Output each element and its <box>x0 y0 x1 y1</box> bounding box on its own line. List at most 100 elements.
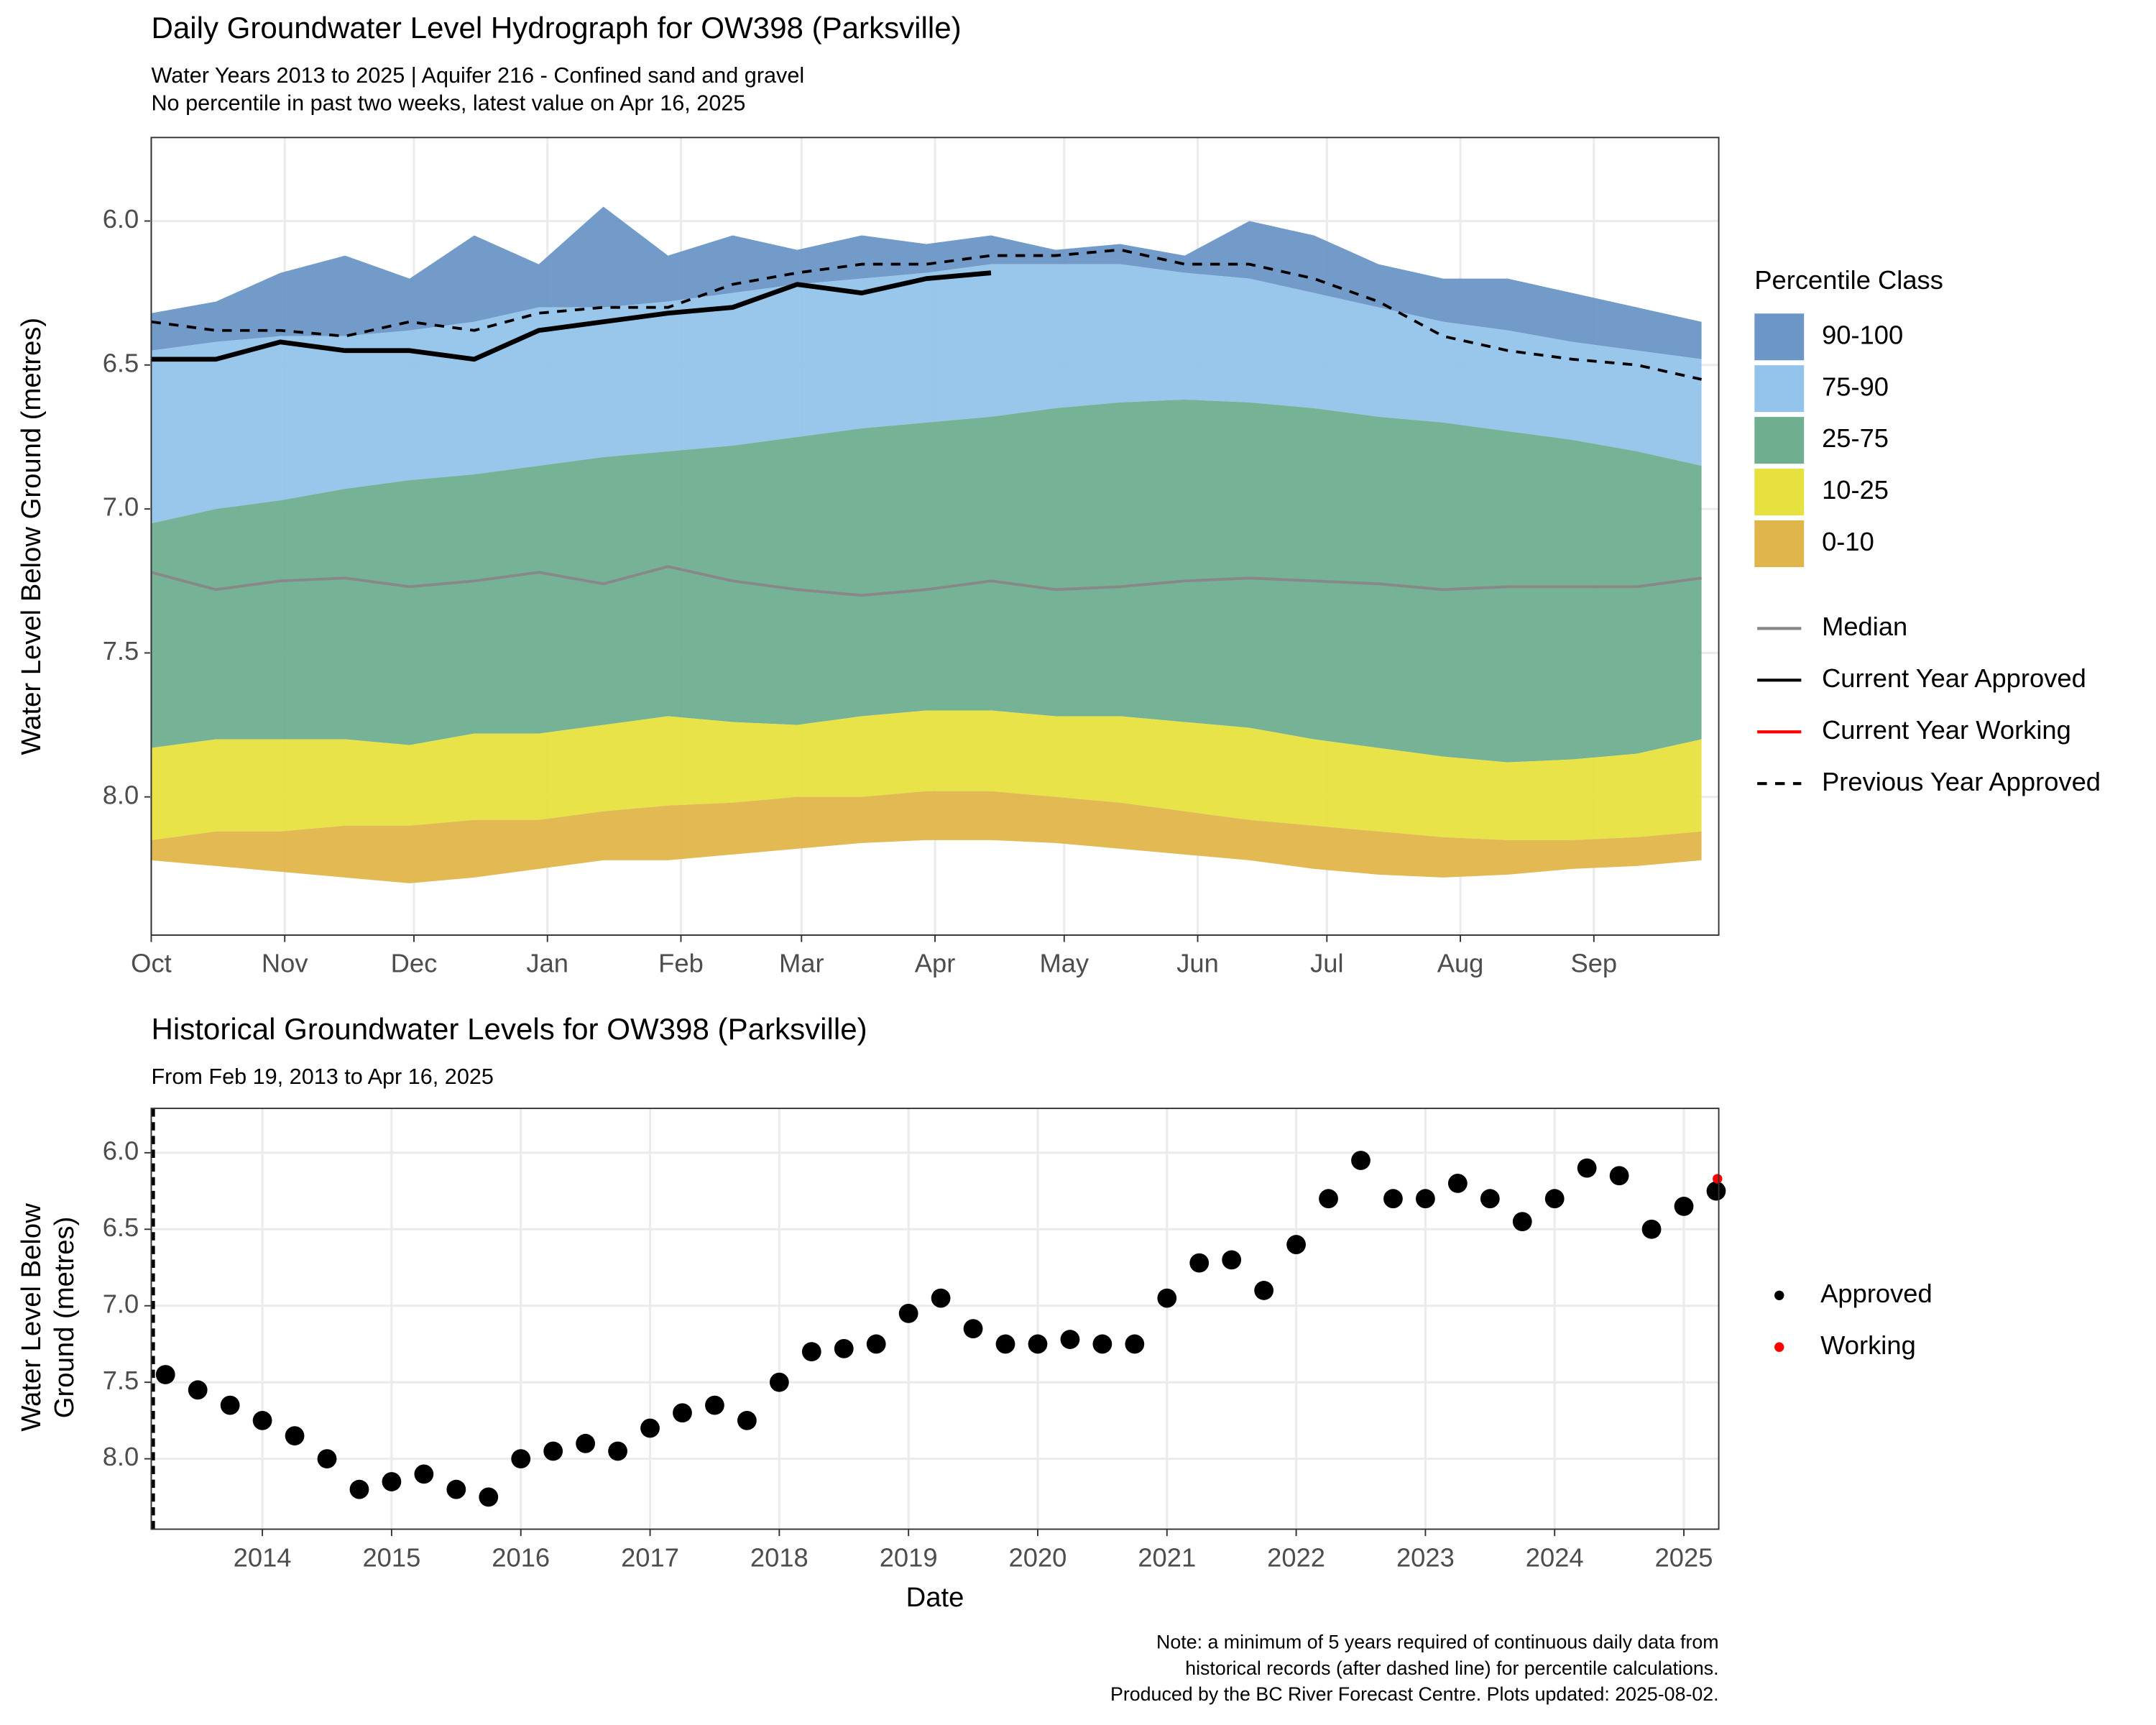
y-tick-label: 8.0 <box>103 780 139 809</box>
data-point <box>1512 1212 1532 1232</box>
x-tick-label: 2021 <box>1138 1542 1196 1572</box>
data-point <box>155 1365 175 1384</box>
chart-subtitle: Water Years 2013 to 2025 | Aquifer 216 -… <box>151 63 804 88</box>
data-point <box>769 1372 789 1392</box>
data-point <box>1383 1189 1403 1209</box>
legend-label: 90-100 <box>1822 320 1903 349</box>
y-axis-title: Water Level Below Ground (metres) <box>16 318 47 755</box>
percentile-band <box>151 206 1702 359</box>
legend-swatch <box>1754 365 1805 413</box>
x-tick-label: Jan <box>526 949 568 978</box>
legend-label: 75-90 <box>1822 372 1889 401</box>
legend-label: Current Year Approved <box>1822 663 2086 693</box>
data-point <box>640 1418 660 1438</box>
x-tick-label: Jul <box>1310 949 1343 978</box>
note: Produced by the BC River Forecast Centre… <box>1110 1683 1719 1705</box>
data-point <box>1416 1189 1435 1209</box>
data-point <box>1351 1151 1370 1170</box>
legend-swatch <box>1754 469 1805 516</box>
x-tick-label: Oct <box>131 949 172 978</box>
data-point <box>1125 1334 1145 1354</box>
data-point <box>414 1464 434 1484</box>
y-tick-label: 7.0 <box>103 1289 139 1318</box>
legend-swatch <box>1754 417 1805 464</box>
y-tick-label: 7.0 <box>103 492 139 522</box>
x-tick-label: 2025 <box>1655 1542 1713 1572</box>
data-point <box>382 1472 402 1491</box>
legend-label: Current Year Working <box>1822 715 2071 745</box>
x-tick-label: Jun <box>1176 949 1219 978</box>
x-tick-label: Sep <box>1570 949 1617 978</box>
x-tick-label: May <box>1039 949 1089 978</box>
x-tick-label: 2020 <box>1009 1542 1067 1572</box>
x-tick-label: 2014 <box>234 1542 292 1572</box>
data-point <box>931 1288 951 1308</box>
data-point <box>576 1433 596 1453</box>
legend-dot <box>1774 1342 1784 1352</box>
data-point <box>1189 1253 1210 1273</box>
x-tick-label: Dec <box>391 949 438 978</box>
data-point <box>1609 1166 1629 1186</box>
data-point <box>1641 1219 1662 1239</box>
data-point <box>349 1479 369 1499</box>
legend-label: 0-10 <box>1822 527 1874 556</box>
data-point <box>317 1449 337 1469</box>
data-point <box>1480 1189 1500 1209</box>
data-point <box>1706 1181 1726 1201</box>
data-point <box>1028 1334 1048 1354</box>
data-point <box>285 1426 305 1446</box>
data-point <box>1713 1174 1723 1184</box>
y-tick-label: 8.0 <box>103 1442 139 1471</box>
data-point <box>220 1395 240 1415</box>
data-point <box>1092 1334 1112 1354</box>
data-point <box>446 1479 466 1499</box>
y-tick-label: 6.0 <box>103 1136 139 1165</box>
x-tick-label: 2015 <box>362 1542 420 1572</box>
chart-subtitle: From Feb 19, 2013 to Apr 16, 2025 <box>151 1064 493 1089</box>
data-point <box>705 1395 724 1415</box>
x-axis-title: Date <box>906 1582 964 1613</box>
note: historical records (after dashed line) f… <box>1185 1657 1718 1679</box>
legend-swatch <box>1754 313 1805 361</box>
data-point <box>479 1487 499 1507</box>
x-tick-label: 2017 <box>621 1542 679 1572</box>
x-tick-label: Aug <box>1437 949 1484 978</box>
data-point <box>963 1319 983 1339</box>
plot-background <box>151 1108 1719 1530</box>
x-tick-label: 2023 <box>1396 1542 1455 1572</box>
x-tick-label: 2022 <box>1267 1542 1325 1572</box>
series-line <box>150 565 1702 597</box>
data-point <box>898 1303 918 1323</box>
y-tick-label: 6.5 <box>103 1213 139 1242</box>
percentile-band <box>151 399 1702 763</box>
legend-swatch <box>1754 520 1805 568</box>
chart-subtitle: No percentile in past two weeks, latest … <box>151 91 745 116</box>
chart-title: Daily Groundwater Level Hydrograph for O… <box>151 11 961 45</box>
data-point <box>673 1403 692 1423</box>
data-point <box>1060 1330 1080 1349</box>
legend-dot <box>1774 1290 1784 1300</box>
data-point <box>543 1441 563 1461</box>
y-tick-label: 6.5 <box>103 348 139 377</box>
x-tick-label: Apr <box>915 949 956 978</box>
note: Note: a minimum of 5 years required of c… <box>1156 1631 1719 1652</box>
series-line <box>151 270 992 362</box>
legend-label: 25-75 <box>1822 423 1889 453</box>
data-point <box>188 1380 208 1400</box>
percentile-band <box>151 710 1702 840</box>
y-tick-label: 6.0 <box>103 204 139 234</box>
data-point <box>866 1334 886 1354</box>
x-tick-label: 2016 <box>492 1542 550 1572</box>
x-tick-label: Feb <box>658 949 704 978</box>
chart-title: Historical Groundwater Levels for OW398 … <box>151 1012 867 1046</box>
plot-border <box>150 1108 1720 1530</box>
legend-label: Previous Year Approved <box>1822 767 2101 796</box>
x-tick-label: Nov <box>262 949 308 978</box>
data-point <box>801 1342 821 1361</box>
plot-border <box>150 137 1720 936</box>
data-point <box>1447 1174 1468 1193</box>
data-point <box>1544 1189 1565 1209</box>
data-point <box>608 1441 627 1461</box>
legend-label: Median <box>1822 612 1907 641</box>
